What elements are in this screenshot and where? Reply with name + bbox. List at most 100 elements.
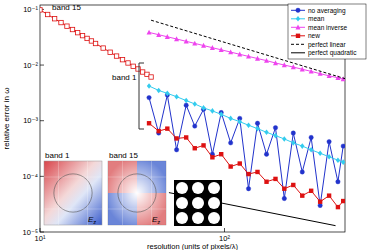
legend-label: mean	[308, 15, 325, 22]
y-tick-label: 10⁻³	[23, 116, 38, 125]
point	[246, 54, 251, 59]
point	[192, 41, 197, 46]
point	[174, 36, 179, 41]
bracket	[139, 63, 144, 129]
point	[184, 135, 188, 139]
point	[327, 193, 331, 197]
point	[140, 70, 144, 74]
point	[255, 126, 259, 132]
point	[80, 33, 84, 37]
point	[210, 45, 215, 50]
annotation-sub: z	[93, 219, 96, 225]
point	[246, 172, 250, 176]
point	[131, 64, 135, 68]
inset-rod	[54, 174, 92, 212]
inset-grid	[108, 209, 166, 210]
y-tick	[40, 120, 44, 121]
y-tick-label: 10⁻¹	[23, 5, 38, 14]
point	[300, 170, 304, 174]
point	[193, 124, 197, 128]
y-axis-label: relative error in ω	[2, 88, 11, 150]
point	[318, 200, 322, 204]
point	[282, 136, 286, 142]
annotation: Ez	[152, 215, 160, 225]
point	[255, 56, 260, 61]
point	[156, 32, 161, 37]
y-tick-label: 10⁻⁴	[22, 172, 38, 181]
point	[120, 57, 124, 61]
series-line	[40, 10, 151, 77]
point	[318, 71, 323, 76]
point	[165, 126, 169, 130]
point	[114, 54, 118, 58]
point	[282, 196, 286, 200]
point	[165, 91, 169, 97]
point	[273, 60, 278, 65]
point	[184, 39, 189, 44]
annotation-sub: z	[157, 219, 160, 225]
point	[282, 186, 286, 190]
point	[193, 146, 197, 150]
x-tick	[224, 228, 225, 232]
inset-grid	[122, 161, 123, 225]
point	[238, 161, 242, 165]
point	[65, 24, 69, 28]
point	[149, 75, 153, 79]
point	[147, 30, 152, 35]
inset-grid	[108, 177, 166, 178]
legend-label: new	[308, 32, 320, 39]
x-axis-label: resolution (units of pixels/λ)	[147, 242, 238, 250]
point	[318, 150, 322, 156]
series-line	[149, 86, 343, 162]
point	[309, 189, 313, 193]
legend-line	[291, 44, 305, 45]
point	[264, 152, 268, 156]
point	[228, 141, 232, 145]
lattice-rod	[208, 197, 220, 209]
point	[184, 103, 188, 107]
inset-grid	[58, 161, 59, 225]
point	[273, 177, 277, 181]
inset-glow	[105, 158, 169, 228]
point	[210, 108, 214, 114]
point	[147, 95, 151, 99]
point	[327, 139, 331, 143]
point	[336, 205, 340, 209]
point	[341, 159, 345, 165]
point	[309, 147, 313, 153]
lattice-rod	[192, 197, 204, 209]
y-tick	[40, 65, 44, 66]
chart: 10¹10²10⁻¹10⁻²10⁻³10⁻⁴10⁻⁵resolution (un…	[0, 0, 368, 250]
point	[184, 98, 188, 104]
point	[228, 49, 233, 54]
lattice-inset	[174, 180, 222, 226]
point	[174, 148, 178, 152]
point	[264, 129, 268, 135]
point	[300, 67, 305, 72]
lattice-rod	[176, 197, 188, 209]
point	[219, 47, 224, 52]
y-tick	[40, 176, 44, 177]
annotation: Ez	[88, 215, 96, 225]
legend-box	[288, 4, 366, 59]
point	[174, 94, 178, 100]
point	[228, 164, 232, 168]
lattice-rod	[192, 212, 204, 224]
point	[264, 58, 269, 63]
point	[93, 41, 97, 45]
inset-grid	[44, 209, 102, 210]
point	[219, 112, 223, 118]
point	[126, 61, 130, 65]
point	[309, 135, 313, 139]
lattice-field	[174, 180, 222, 226]
point	[136, 67, 140, 71]
point	[246, 122, 250, 128]
point	[255, 170, 259, 174]
x-tick	[40, 228, 41, 232]
point	[201, 143, 205, 147]
y-tick-label: 10⁻²	[23, 61, 38, 70]
inset	[44, 161, 102, 225]
point	[157, 88, 161, 94]
point	[201, 43, 206, 48]
point	[273, 125, 277, 129]
